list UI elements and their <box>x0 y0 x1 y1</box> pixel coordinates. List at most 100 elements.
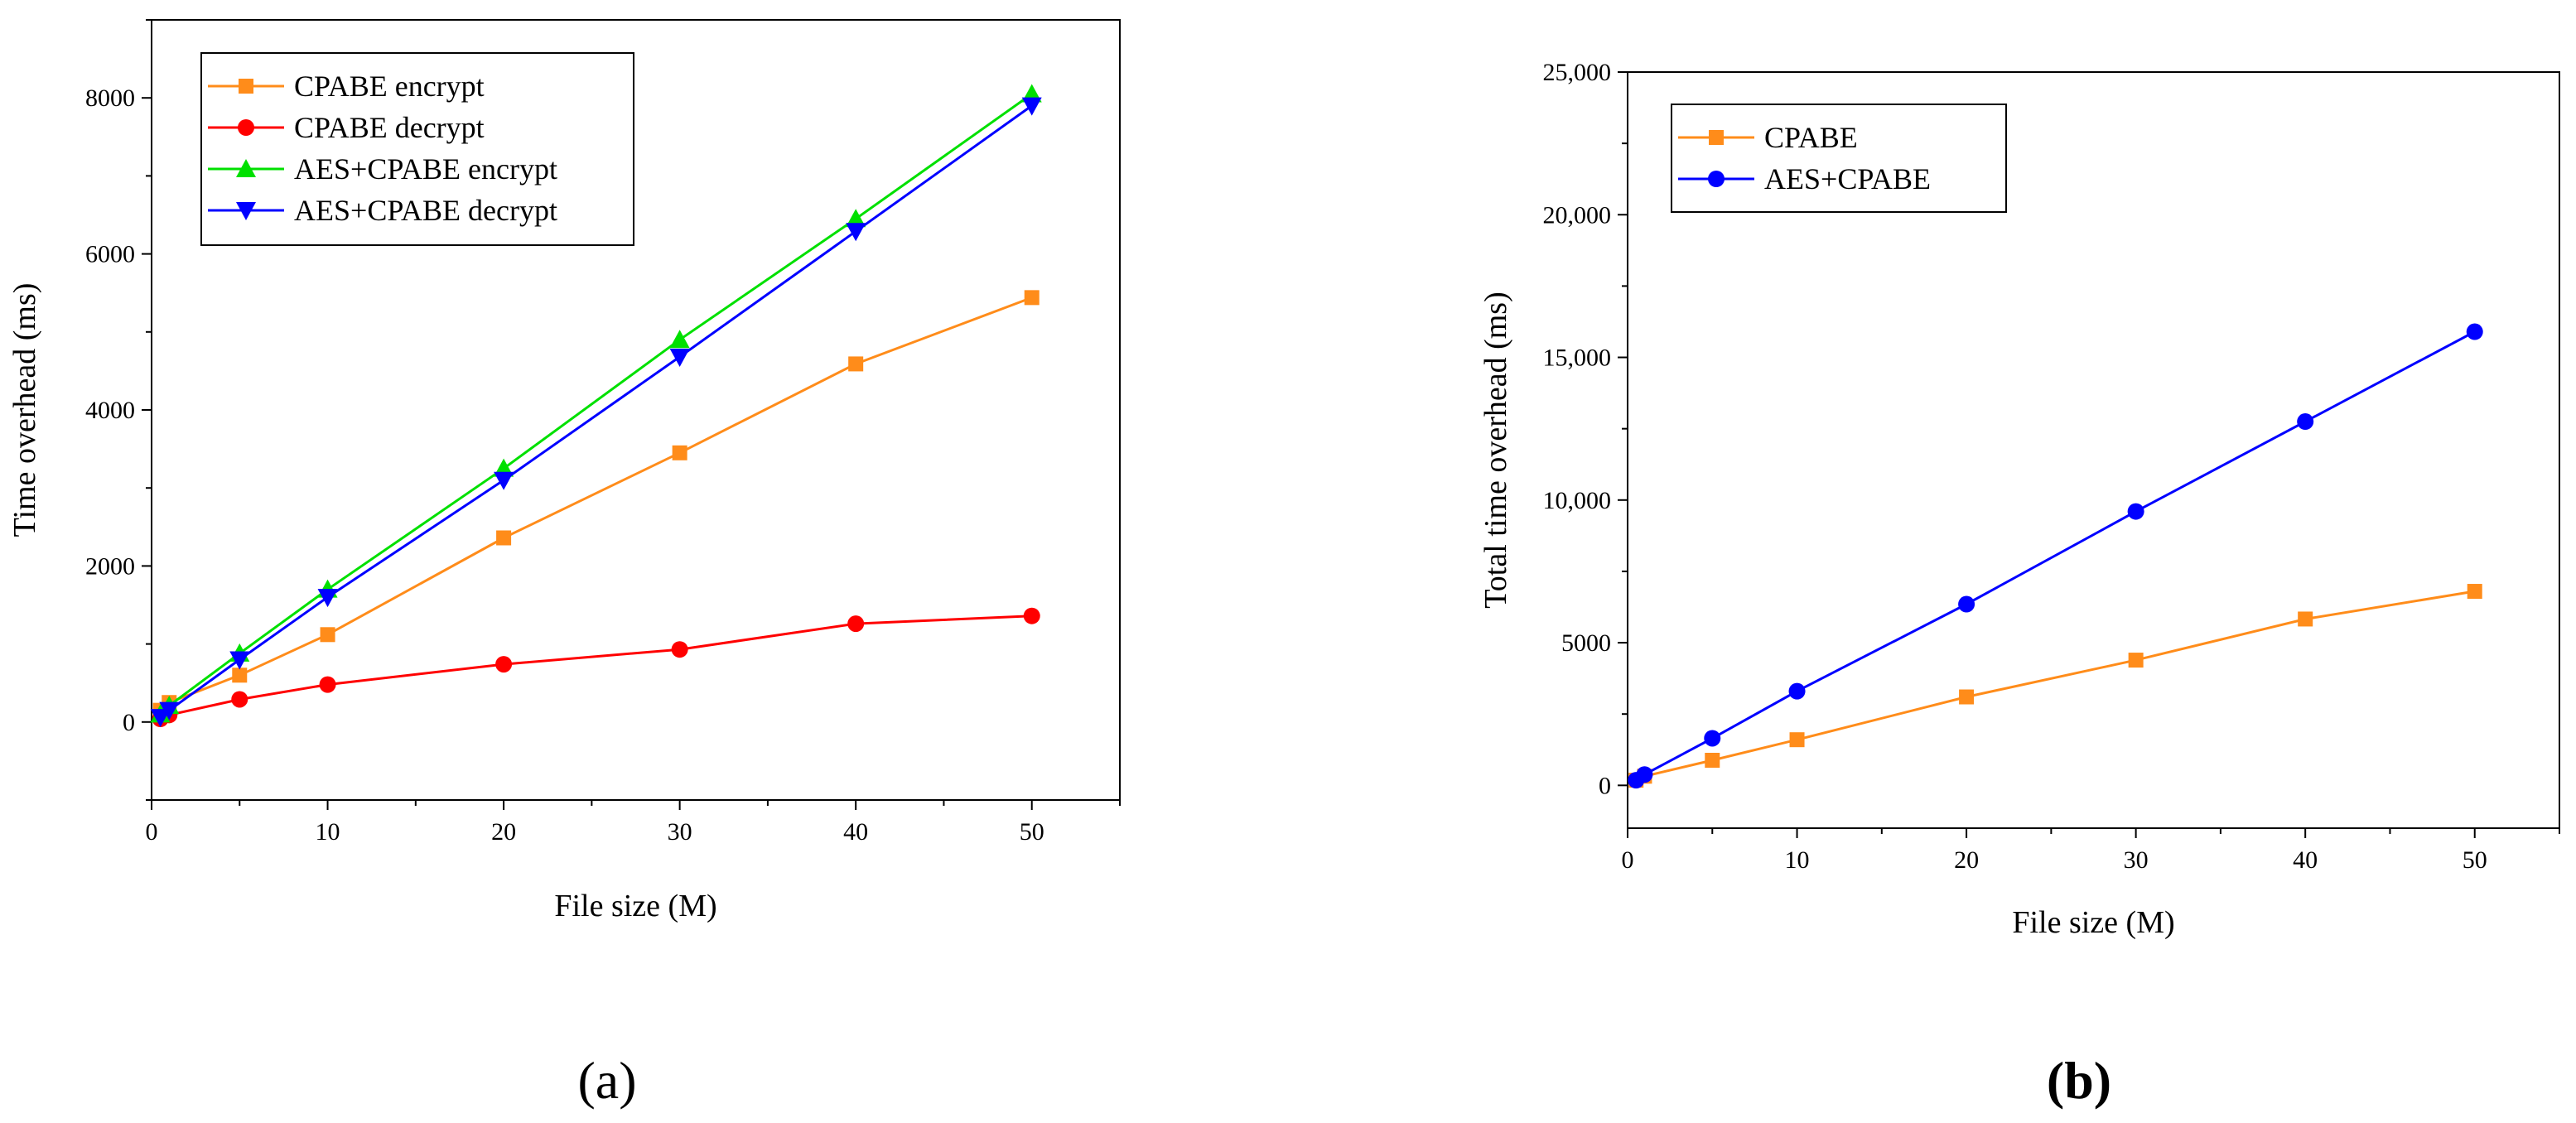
data-point <box>1024 290 1040 306</box>
legend-swatch-marker <box>236 159 256 177</box>
data-point <box>847 615 865 633</box>
series-line <box>1635 590 2475 782</box>
data-point <box>494 471 514 490</box>
legend-label: CPABE <box>1764 121 1858 154</box>
x-tick-label: 30 <box>668 818 692 846</box>
legend-label: CPABE decrypt <box>294 111 485 144</box>
series-line <box>159 296 1033 711</box>
x-axis-title: File size (M) <box>2012 905 2174 940</box>
panel-paren-open: ( <box>2047 1051 2064 1110</box>
y-tick-label: 6000 <box>85 241 135 268</box>
x-tick-label: 0 <box>146 818 158 846</box>
y-tick-label: 20,000 <box>1543 201 1612 229</box>
data-point <box>317 589 338 608</box>
legend: CPABE encrypt CPABE decrypt AES+CPABE encr… <box>200 52 634 246</box>
series-cpabe-decrypt <box>152 607 1040 728</box>
legend-swatch-marker <box>236 202 256 220</box>
data-point <box>496 530 512 546</box>
panel-paren-close: ) <box>2094 1051 2111 1110</box>
y-tick-label: 4000 <box>85 397 135 424</box>
x-tick-label: 10 <box>1785 846 1810 874</box>
legend-label: AES+CPABE decrypt <box>294 194 557 227</box>
series-aes-cpabe <box>1628 323 2483 789</box>
legend-swatch-marker <box>239 79 253 94</box>
data-point <box>1958 595 1975 613</box>
legend-swatch-marker <box>1708 171 1725 187</box>
series-cpabe <box>1628 584 2482 788</box>
series-line <box>159 104 1033 719</box>
data-point <box>1023 607 1040 624</box>
data-point <box>1704 730 1721 747</box>
series-line <box>159 93 1033 716</box>
data-point <box>229 651 250 670</box>
panel-label: (a) <box>577 1051 636 1110</box>
y-tick-label: 15,000 <box>1543 345 1612 372</box>
x-axis-title: File size (M) <box>554 889 716 923</box>
chart-panel-a: 0 10 20 30 40 50 0 2000 4000 6000 8000 File size (M… <box>7 19 1121 1110</box>
x-tick-label: 40 <box>843 818 868 846</box>
data-point <box>846 209 866 228</box>
data-point <box>672 445 687 460</box>
data-point <box>495 656 513 673</box>
series-line <box>1635 330 2476 782</box>
data-point <box>2297 413 2314 431</box>
legend-label: AES+CPABE <box>1764 162 1931 195</box>
y-tick-label: 0 <box>123 709 135 736</box>
x-tick-label: 50 <box>1020 818 1044 846</box>
data-point <box>159 701 180 721</box>
data-point <box>669 348 690 367</box>
plot-frame <box>1627 71 2560 829</box>
x-tick-label: 0 <box>1622 846 1634 874</box>
series-aes-cpabe-decrypt <box>150 97 1042 728</box>
y-tick-label: 2000 <box>85 552 135 580</box>
data-point <box>846 223 866 242</box>
data-point <box>669 330 690 349</box>
x-tick-label: 50 <box>2463 846 2487 874</box>
data-point <box>1705 753 1720 769</box>
data-point <box>232 668 248 683</box>
data-point <box>231 691 248 708</box>
y-axis-title: Time overhead (ms) <box>7 283 42 537</box>
legend-box <box>1671 104 2007 213</box>
y-tick-label: 0 <box>1599 772 1611 799</box>
data-point <box>1959 689 1975 705</box>
y-tick-label: 25,000 <box>1543 59 1612 86</box>
data-point <box>2467 584 2482 600</box>
y-tick-label: 10,000 <box>1543 487 1612 514</box>
panel-label: (b) <box>2047 1051 2111 1110</box>
data-point <box>1788 682 1806 700</box>
panel-paren-open: ( <box>577 1051 595 1110</box>
data-point <box>1636 766 1653 783</box>
y-tick-label: 5000 <box>1561 629 1611 657</box>
x-tick-label: 30 <box>2124 846 2149 874</box>
x-tick-label: 40 <box>2293 846 2318 874</box>
legend: CPABE AES+CPABE <box>1671 104 2007 213</box>
legend-label: AES+CPABE encrypt <box>294 152 557 186</box>
x-tick-label: 10 <box>316 818 340 846</box>
series-line <box>159 615 1032 721</box>
data-point <box>671 641 688 658</box>
panel-paren-close: ) <box>619 1051 636 1110</box>
data-point <box>2466 323 2483 340</box>
data-point <box>1021 97 1042 116</box>
data-point <box>1789 732 1805 748</box>
legend-swatch-marker <box>1709 130 1724 145</box>
y-axis-title: Total time overhead (ms) <box>1479 292 1513 609</box>
panel-letter: a <box>596 1051 619 1110</box>
data-point <box>320 627 335 643</box>
y-tick-label: 8000 <box>85 84 135 112</box>
data-point <box>2127 503 2144 520</box>
x-tick-label: 20 <box>1954 846 1979 874</box>
data-point <box>150 709 171 728</box>
legend-label: CPABE encrypt <box>294 70 485 103</box>
series-cpabe-encrypt <box>152 290 1040 718</box>
data-point <box>2298 611 2313 627</box>
x-tick-label: 20 <box>491 818 516 846</box>
data-point <box>319 676 336 693</box>
legend-swatch-marker <box>238 119 254 136</box>
chart-panel-b: 0 10 20 30 40 50 0 5000 10,000 15,000 20,000 25,000… <box>1479 59 2560 1110</box>
panel-letter: b <box>2064 1051 2094 1110</box>
data-point <box>2128 653 2144 668</box>
data-point <box>848 356 864 372</box>
